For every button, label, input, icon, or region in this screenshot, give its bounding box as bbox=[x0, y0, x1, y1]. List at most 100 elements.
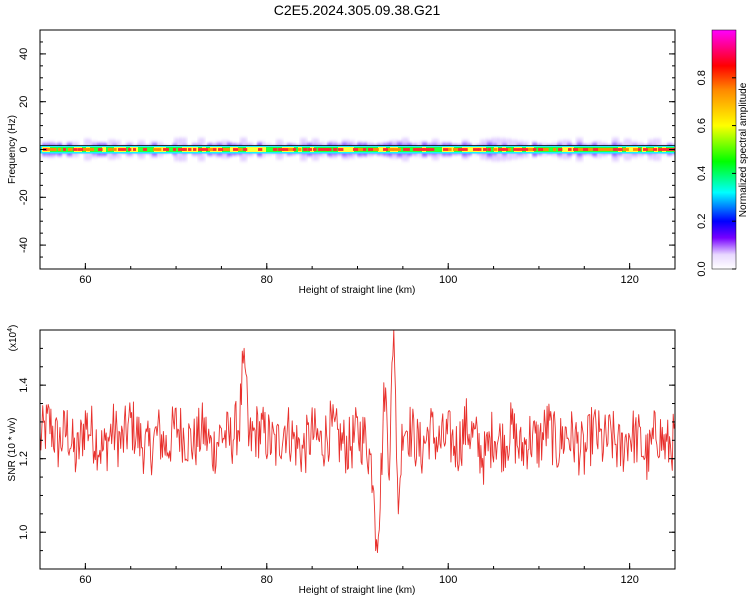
heatmap-peak-cell bbox=[403, 148, 410, 151]
heatmap-core-cell bbox=[342, 147, 346, 152]
heatmap-peak-cell bbox=[538, 148, 545, 151]
heatmap-peak-cell bbox=[613, 148, 618, 151]
snr-y-multiplier-base: (x10 bbox=[8, 331, 19, 351]
heatmap-peak-cell bbox=[423, 148, 430, 151]
heatmap-peak-cell bbox=[303, 148, 308, 151]
snr-x-tick-label: 100 bbox=[439, 574, 457, 586]
heatmap-peak-cell bbox=[223, 148, 230, 151]
heatmap-peak-cell bbox=[218, 148, 225, 151]
heatmap-peak-cell bbox=[188, 148, 192, 151]
heatmap-peak-cell bbox=[553, 148, 557, 151]
heatmap-core-cell bbox=[190, 147, 194, 152]
spectrogram-x-tick-label: 80 bbox=[261, 274, 273, 286]
chart-title: C2E5.2024.305.09.38.G21 bbox=[274, 2, 441, 18]
snr-plot-area bbox=[40, 330, 675, 569]
heatmap-peak-cell bbox=[663, 148, 670, 151]
heatmap-peak-cell bbox=[428, 148, 435, 151]
heatmap-peak-cell bbox=[528, 148, 535, 151]
heatmap-peak-cell bbox=[323, 148, 329, 151]
heatmap-core-cell bbox=[470, 147, 474, 152]
heatmap-peak-cell bbox=[353, 148, 359, 151]
heatmap-peak-cell bbox=[658, 148, 663, 151]
snr-x-tick-label: 80 bbox=[261, 574, 273, 586]
heatmap-core-cell bbox=[630, 147, 634, 152]
heatmap-peak-cell bbox=[198, 148, 204, 151]
heatmap-core-cell bbox=[246, 147, 250, 152]
heatmap-peak-cell bbox=[478, 148, 482, 151]
snr-y-multiplier-exp: 4 bbox=[7, 328, 14, 332]
heatmap-peak-cell bbox=[108, 148, 113, 151]
heatmap-core-cell bbox=[250, 147, 254, 152]
heatmap-core-cell bbox=[450, 147, 454, 152]
heatmap-peak-cell bbox=[573, 148, 579, 151]
spectrogram-y-tick-label: 20 bbox=[18, 96, 30, 108]
heatmap-peak-cell bbox=[273, 148, 278, 151]
spectrogram-y-tick-label: -40 bbox=[18, 237, 30, 253]
heatmap-core-cell bbox=[350, 147, 354, 152]
heatmap-peak-cell bbox=[258, 148, 263, 151]
heatmap-peak-cell bbox=[213, 148, 217, 151]
heatmap-peak-cell bbox=[578, 148, 584, 151]
heatmap-core-cell bbox=[130, 147, 134, 152]
heatmap-peak-cell bbox=[78, 148, 85, 151]
spectrogram-y-tick-label: 40 bbox=[18, 48, 30, 60]
spectrogram-x-tick-label: 120 bbox=[620, 274, 638, 286]
heatmap-peak-cell bbox=[118, 148, 124, 151]
heatmap-peak-cell bbox=[588, 148, 593, 151]
heatmap-peak-cell bbox=[178, 148, 185, 151]
snr-panel: 60 80 100 120 1.0 1.2 1.4 Height of straight … bbox=[7, 325, 676, 596]
heatmap-peak-cell bbox=[618, 148, 623, 151]
heatmap-core-cell bbox=[138, 147, 142, 152]
heatmap-peak-cell bbox=[463, 148, 468, 151]
snr-x-tick-label: 60 bbox=[79, 574, 91, 586]
heatmap-core-cell bbox=[254, 147, 258, 152]
heatmap-peak-cell bbox=[593, 148, 600, 151]
snr-y-multiplier-close: ) bbox=[8, 325, 19, 328]
heatmap-peak-cell bbox=[358, 148, 364, 151]
heatmap-peak-cell bbox=[503, 148, 510, 151]
heatmap-peak-cell bbox=[393, 148, 399, 151]
snr-y-multiplier: (x104) bbox=[7, 325, 19, 352]
snr-series-line bbox=[40, 330, 675, 554]
heatmap-peak-cell bbox=[113, 148, 117, 151]
heatmap-peak-cell bbox=[413, 148, 420, 151]
spectrogram-y-label: Frequency (Hz) bbox=[7, 115, 18, 184]
heatmap-peak-cell bbox=[483, 148, 488, 151]
snr-y-label: SNR (10 * v/v) bbox=[7, 418, 18, 482]
colorbar-tick-label: 0.4 bbox=[696, 166, 708, 181]
colorbar-label: Normalized spectral amplitude bbox=[738, 82, 749, 217]
heatmap-peak-cell bbox=[558, 148, 563, 151]
heatmap-peak-cell bbox=[383, 148, 389, 151]
heatmap-peak-cell bbox=[83, 148, 90, 151]
heatmap-core-cell bbox=[434, 147, 438, 152]
colorbar-ticks: 0.0 0.2 0.4 0.6 0.8 bbox=[696, 70, 736, 277]
heatmap-peak-cell bbox=[328, 148, 332, 151]
heatmap-core-cell bbox=[262, 147, 266, 152]
heatmap-peak-cell bbox=[173, 148, 177, 151]
heatmap-peak-cell bbox=[633, 148, 640, 151]
heatmap-peak-cell bbox=[418, 148, 425, 151]
heatmap-core-cell bbox=[102, 147, 106, 152]
heatmap-peak-cell bbox=[48, 148, 54, 151]
heatmap-peak-cell bbox=[238, 148, 243, 151]
heatmap-peak-cell bbox=[458, 148, 464, 151]
heatmap-peak-cell bbox=[243, 148, 248, 151]
heatmap-peak-cell bbox=[623, 148, 629, 151]
spectrogram-x-tick-label: 60 bbox=[79, 274, 91, 286]
snr-x-label: Height of straight line (km) bbox=[299, 585, 416, 596]
heatmap-peak-cell bbox=[128, 148, 132, 151]
heatmap-core-cell bbox=[170, 147, 174, 152]
heatmap-peak-cell bbox=[368, 148, 374, 151]
heatmap-peak-cell bbox=[603, 148, 610, 151]
heatmap-peak-cell bbox=[58, 148, 62, 151]
spectrogram-x-axis: 60 80 100 120 bbox=[39, 263, 676, 286]
heatmap-peak-cell bbox=[648, 148, 655, 151]
heatmap-peak-cell bbox=[88, 148, 95, 151]
heatmap-peak-cell bbox=[123, 148, 127, 151]
heatmap-peak-cell bbox=[278, 148, 285, 151]
heatmap-peak-cell bbox=[208, 148, 214, 151]
heatmap-core-cell bbox=[230, 147, 234, 152]
heatmap-core-cell bbox=[266, 147, 270, 152]
heatmap-peak-cell bbox=[473, 148, 480, 151]
heatmap-peak-cell bbox=[293, 148, 297, 151]
